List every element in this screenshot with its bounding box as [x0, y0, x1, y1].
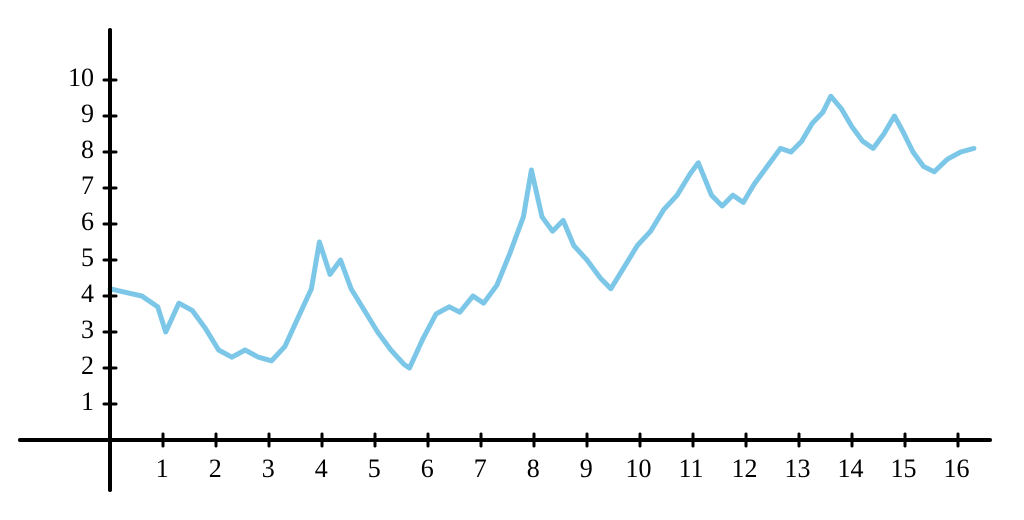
chart-stage: 1234567891011121314151612345678910 — [0, 0, 1024, 520]
line-chart — [0, 0, 1024, 520]
